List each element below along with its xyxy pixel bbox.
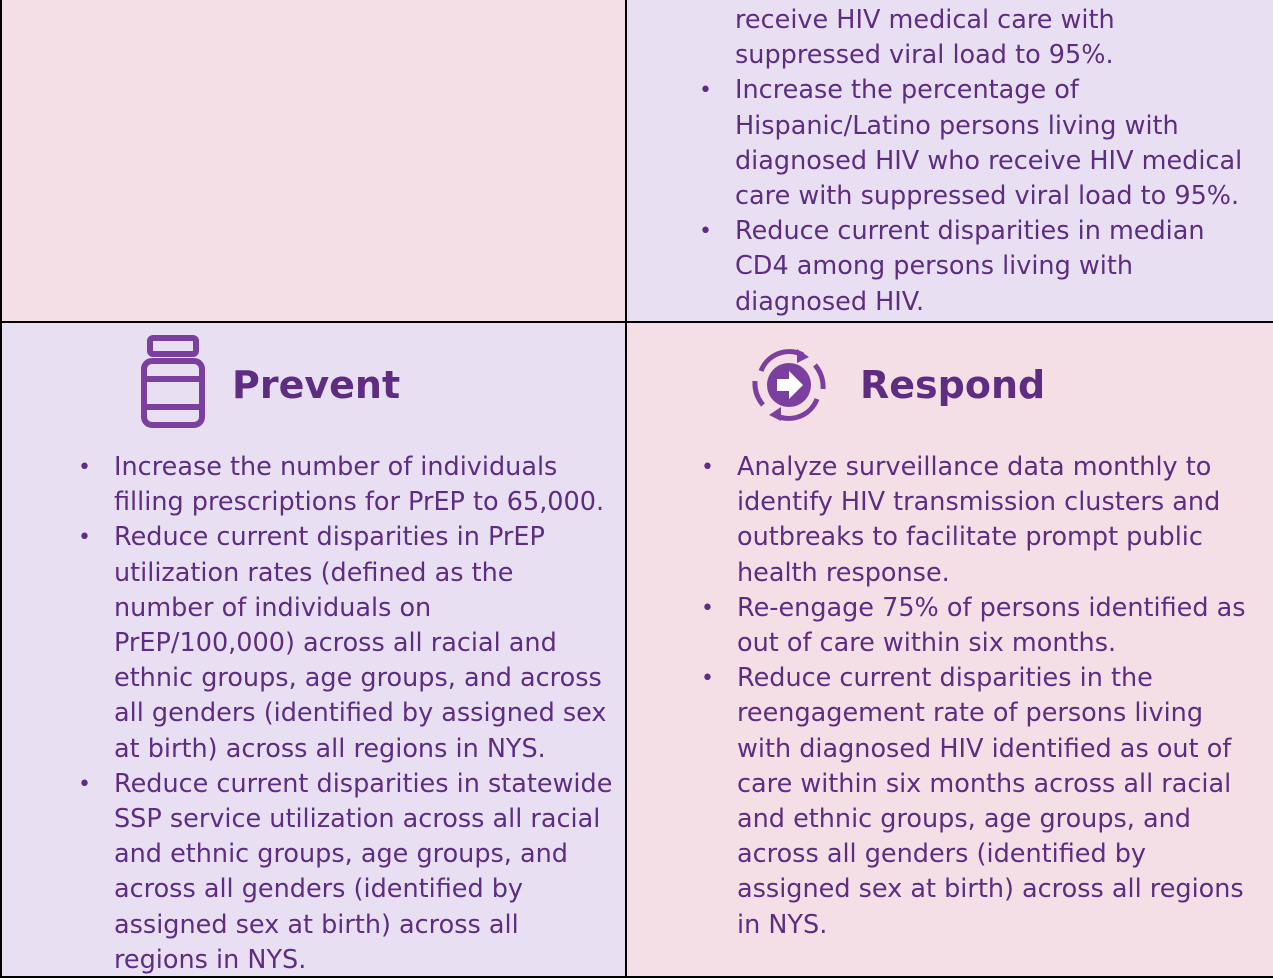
bullet-item: Increase the percentage of Hispanic/Lati… xyxy=(699,73,1263,214)
top-right-content: receive HIV medical care with suppressed… xyxy=(699,3,1263,320)
bullet-item: Analyze surveillance data monthly to ide… xyxy=(701,450,1265,591)
bullet-list: Increase the number of individuals filli… xyxy=(78,450,619,976)
bullet-item: Reduce current disparities in median CD4… xyxy=(699,214,1263,320)
respond-cell: Respond Analyze surveillance data monthl… xyxy=(625,321,1273,978)
top-right-cell: receive HIV medical care with suppressed… xyxy=(625,0,1273,323)
prevent-content: Increase the number of individuals filli… xyxy=(78,450,619,976)
top-left-cell xyxy=(0,0,627,323)
respond-content: Analyze surveillance data monthly to ide… xyxy=(701,450,1265,943)
bullet-item: Increase the number of individuals filli… xyxy=(78,450,619,520)
bullet-item: Re-engage 75% of persons identified as o… xyxy=(701,591,1265,661)
bullet-list: Increase the percentage of Hispanic/Lati… xyxy=(699,73,1263,320)
respond-icon xyxy=(752,349,826,421)
bottle-icon xyxy=(141,335,205,428)
prevent-cell: Prevent Increase the number of individua… xyxy=(0,321,627,978)
bullet-list: Analyze surveillance data monthly to ide… xyxy=(701,450,1265,943)
bullet-item: Reduce current disparities in statewide … xyxy=(78,767,619,976)
bullet-item: Reduce current disparities in the reenga… xyxy=(701,661,1265,943)
continued-text: receive HIV medical care with suppressed… xyxy=(735,5,1115,71)
section-title: Prevent xyxy=(232,363,401,407)
bullet-item: Reduce current disparities in PrEP utili… xyxy=(78,520,619,766)
section-title: Respond xyxy=(860,363,1046,407)
